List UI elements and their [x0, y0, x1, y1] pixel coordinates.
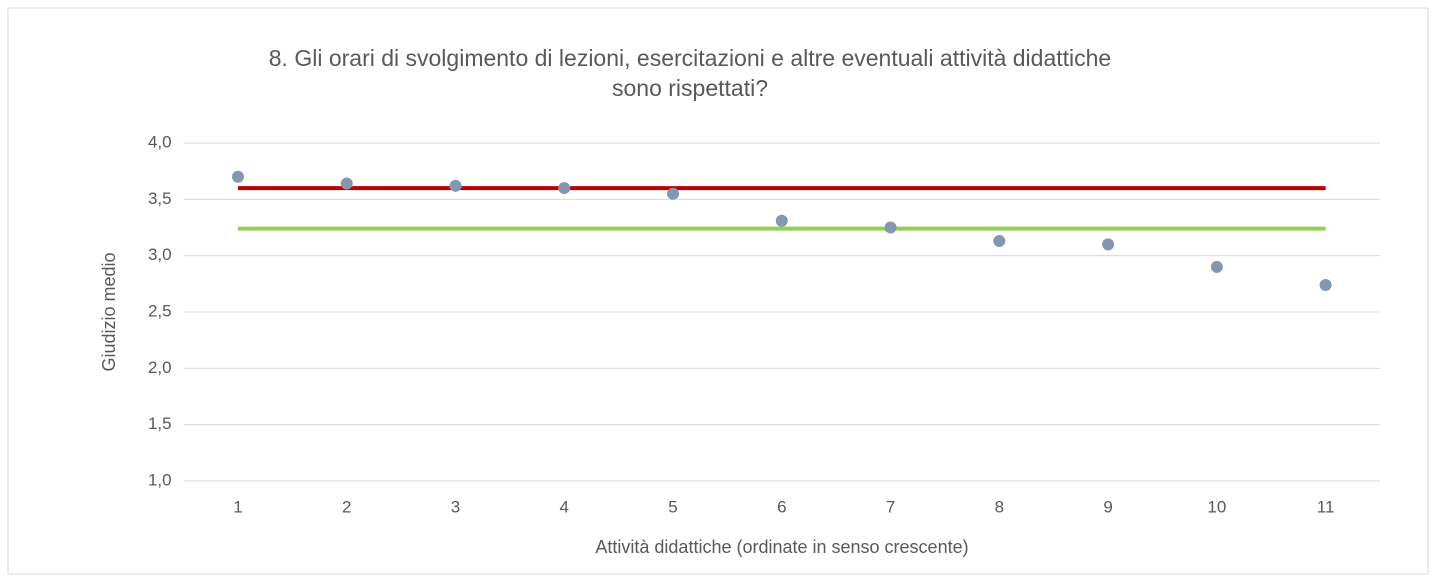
data-point	[1319, 278, 1332, 291]
data-point	[993, 235, 1006, 248]
x-axis-label: Attività didattiche (ordinate in senso c…	[595, 537, 968, 557]
x-tick-label: 9	[1103, 497, 1112, 516]
x-tick-label: 11	[1317, 497, 1335, 516]
y-tick-label: 1,5	[148, 414, 172, 433]
data-point	[558, 182, 571, 195]
data-point	[775, 214, 788, 227]
data-point	[1210, 260, 1223, 273]
data-point	[1102, 238, 1115, 251]
data-point	[667, 187, 680, 200]
chart-title: sono rispettati?	[612, 75, 768, 101]
data-point	[231, 170, 244, 183]
chart-title: 8. Gli orari di svolgimento di lezioni, …	[269, 45, 1111, 71]
data-point	[884, 221, 897, 234]
x-tick-label: 8	[995, 497, 1004, 516]
y-tick-label: 2,5	[148, 301, 172, 320]
data-point	[340, 177, 353, 190]
y-tick-label: 1,0	[148, 470, 172, 489]
x-tick-label: 6	[777, 497, 786, 516]
x-tick-label: 2	[342, 497, 351, 516]
x-tick-label: 5	[668, 497, 677, 516]
data-point	[449, 179, 462, 192]
x-tick-label: 4	[560, 497, 569, 516]
x-tick-label: 1	[233, 497, 242, 516]
y-tick-label: 2,0	[148, 358, 172, 377]
x-tick-label: 10	[1207, 497, 1226, 516]
y-tick-label: 3,0	[148, 245, 172, 264]
y-tick-label: 3,5	[148, 189, 172, 208]
y-tick-label: 4,0	[148, 132, 172, 151]
x-tick-label: 3	[451, 497, 460, 516]
x-tick-label: 7	[886, 497, 895, 516]
chart-border	[7, 7, 1429, 575]
y-axis-label: Giudizio medio	[99, 252, 119, 371]
